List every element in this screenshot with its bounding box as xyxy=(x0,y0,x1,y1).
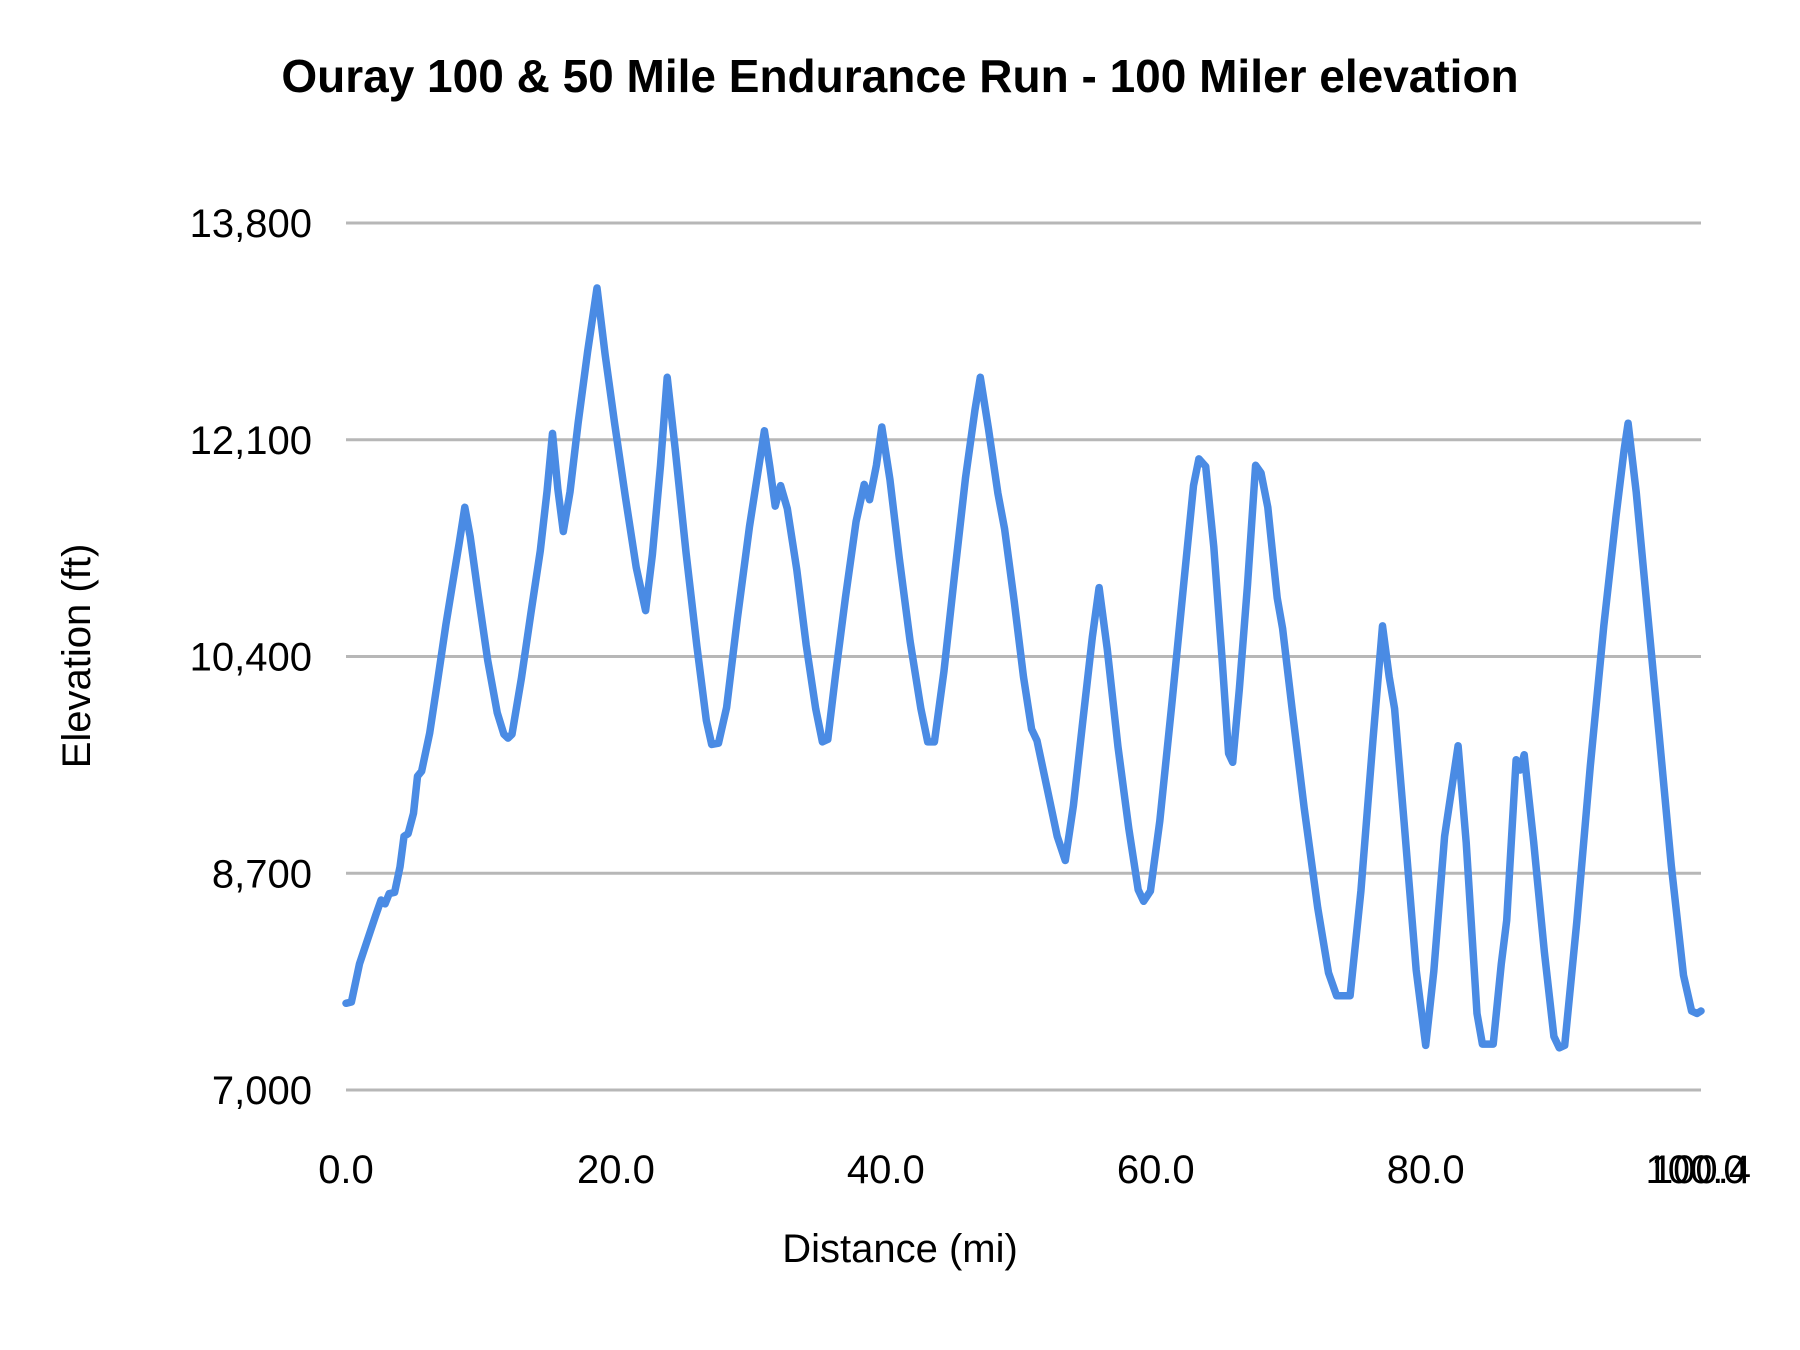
x-tick-label: 40.0 xyxy=(847,1148,925,1192)
x-axis-title: Distance (mi) xyxy=(782,1227,1018,1271)
y-tick-label: 10,400 xyxy=(190,636,312,680)
x-tick-label: 0.0 xyxy=(318,1148,374,1192)
x-tick-label: 80.0 xyxy=(1387,1148,1465,1192)
y-axis-title: Elevation (ft) xyxy=(55,544,99,769)
x-tick-label: 20.0 xyxy=(577,1148,655,1192)
y-tick-label: 7,000 xyxy=(212,1069,312,1113)
x-tick-label: 100.0 xyxy=(1646,1148,1746,1192)
y-tick-label: 13,800 xyxy=(190,202,312,246)
x-tick-label: 60.0 xyxy=(1117,1148,1195,1192)
chart-title: Ouray 100 & 50 Mile Endurance Run - 100 … xyxy=(281,50,1518,102)
x-tick-label: 100.4 xyxy=(1651,1148,1751,1192)
y-axis-tick-labels: 7,000 8,700 10,400 12,100 13,800 xyxy=(190,202,312,1113)
y-tick-label: 8,700 xyxy=(212,852,312,896)
y-tick-label: 12,100 xyxy=(190,419,312,463)
elevation-line xyxy=(342,284,1705,1052)
